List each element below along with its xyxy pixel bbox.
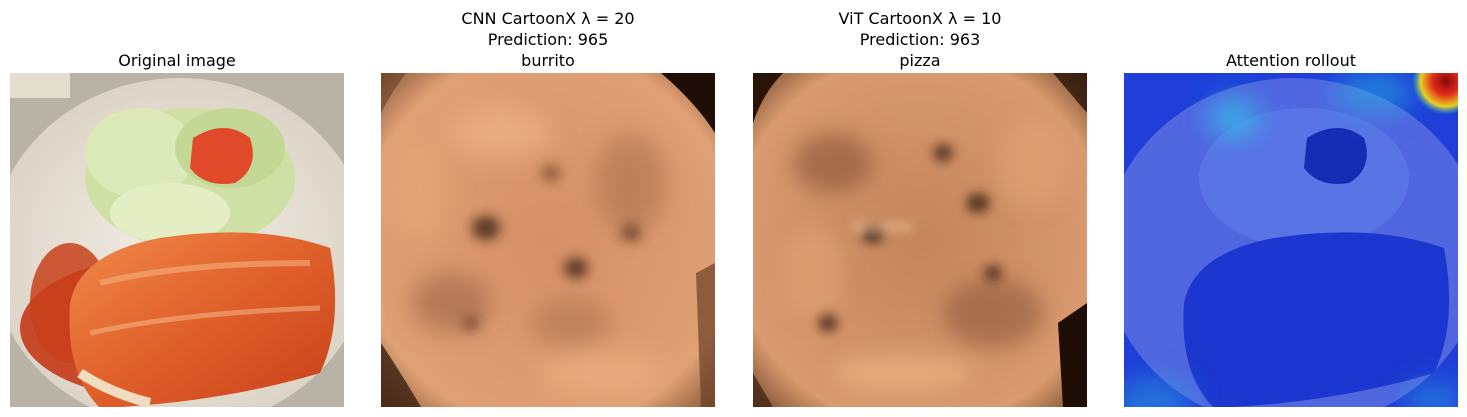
title-line: Prediction: 965 [487,30,609,49]
title-line: CNN CartoonX λ = 20 [461,9,635,28]
panel-title-rollout: Attention rollout [1124,50,1458,71]
panel-title-original: Original image [10,50,344,71]
cnn-cartoonx-mask [381,73,715,407]
attention-rollout-heatmap [1124,73,1458,407]
title-line: Prediction: 963 [859,30,981,49]
title-line: ViT CartoonX λ = 10 [838,9,1002,28]
burrito-photo [10,73,344,407]
title-line: Original image [118,51,236,70]
title-line: Attention rollout [1225,51,1357,70]
vit-cartoonx-mask [753,73,1087,407]
attention-rollout-panel [1124,73,1458,407]
vit-cartoonx-panel [753,73,1087,407]
cnn-cartoonx-panel [381,73,715,407]
title-line: burrito [521,51,575,70]
original-image-panel [10,73,344,407]
panel-title-cnn: CNN CartoonX λ = 20 Prediction: 965 burr… [381,8,715,71]
panel-title-vit: ViT CartoonX λ = 10 Prediction: 963 pizz… [753,8,1087,71]
title-line: pizza [899,51,941,70]
